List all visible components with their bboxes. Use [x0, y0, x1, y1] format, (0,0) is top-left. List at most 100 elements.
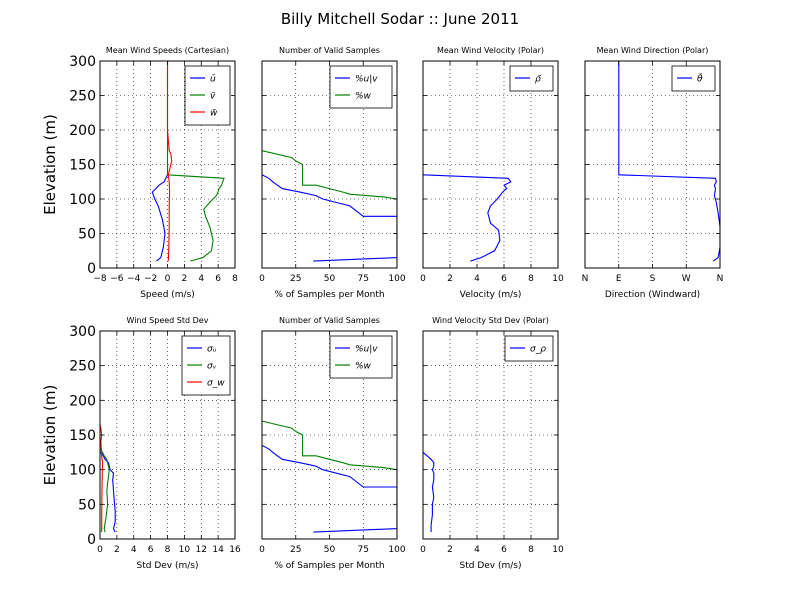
- x-tick-label: 4: [198, 274, 204, 284]
- legend-label: %u|v: [355, 75, 378, 85]
- x-tick-label: 25: [290, 274, 301, 284]
- x-tick-label: 8: [528, 545, 534, 555]
- x-tick-label: 14: [212, 545, 224, 555]
- legend: %u|v %w: [329, 335, 393, 379]
- legend: σᵤ σᵥ σ_w: [181, 335, 231, 396]
- x-tick-label: 25: [290, 545, 301, 555]
- legend-label: %w: [355, 362, 372, 372]
- x-tick-label: 4: [474, 274, 480, 284]
- y-tick-label: 0: [87, 261, 96, 277]
- x-tick-label: 0: [420, 274, 426, 284]
- x-axis-label: Speed (m/s): [140, 290, 195, 300]
- x-tick-label: 75: [358, 274, 369, 284]
- x-tick-label: 0: [259, 545, 265, 555]
- legend: σ_ρ: [504, 335, 554, 362]
- y-tick-label: 0: [87, 532, 96, 548]
- legend-label: θ̄: [697, 73, 703, 85]
- y-tick-label: 250: [69, 359, 96, 375]
- series-line-1: [618, 61, 720, 262]
- series-line-1: [423, 174, 512, 262]
- subplot-3: 0 2 4 6 8 10 Mean Wind Velocity (Polar) Velocit…: [420, 46, 564, 300]
- y-tick-label: 200: [69, 123, 96, 139]
- x-tick-label: E: [616, 274, 622, 284]
- y-axis-label: Elevation (m): [41, 385, 59, 486]
- x-tick-label: 0: [420, 545, 426, 555]
- subplot-title: Mean Wind Velocity (Polar): [437, 46, 544, 55]
- x-tick-label: 6: [501, 545, 507, 555]
- x-tick-label: 12: [196, 545, 207, 555]
- x-tick-label: 2: [447, 545, 453, 555]
- subplot-1: −8 −6 −4 −2 0 2 4 6 8 0 50 100 150 200 250 300 Mean Wind…: [41, 46, 238, 300]
- x-tick-label: W: [682, 274, 691, 284]
- legend: %u|v %w: [329, 65, 393, 109]
- x-tick-label: 0: [259, 274, 265, 284]
- series-line-1: [151, 174, 168, 262]
- x-tick-label: 100: [388, 545, 405, 555]
- legend-label: %w: [355, 92, 372, 102]
- legend-label: ρ̄: [535, 75, 542, 85]
- y-tick-label: 250: [69, 89, 96, 105]
- series-line-2: [262, 420, 397, 533]
- y-tick-label: 100: [69, 463, 96, 479]
- legend-box: [329, 65, 393, 109]
- subplot-title: Mean Wind Speeds (Cartesian): [106, 46, 229, 55]
- x-tick-label: N: [717, 274, 724, 284]
- subplot-title: Number of Valid Samples: [279, 46, 380, 55]
- legend-box: [504, 335, 554, 362]
- x-tick-label: 50: [324, 274, 336, 284]
- series-line-1: [262, 444, 397, 533]
- y-tick-label: 150: [69, 158, 96, 174]
- series-line-2: [100, 448, 110, 533]
- subplot-7: 0 2 4 6 8 10 Wind Velocity Std Dev (Polar) Std …: [420, 316, 564, 571]
- y-tick-label: 300: [69, 54, 96, 70]
- x-tick-label: 8: [528, 274, 534, 284]
- x-tick-label: −6: [110, 274, 124, 284]
- y-tick-label: 200: [69, 393, 96, 409]
- x-tick-label: 10: [179, 545, 191, 555]
- x-tick-label: 100: [388, 274, 405, 284]
- x-axis-label: % of Samples per Month: [274, 290, 384, 300]
- y-axis-label: Elevation (m): [41, 114, 59, 215]
- series-line-1: [262, 174, 397, 262]
- x-tick-label: 6: [215, 274, 221, 284]
- x-tick-label: 2: [182, 274, 188, 284]
- x-axis-label: Std Dev (m/s): [137, 561, 199, 571]
- legend: θ̄: [671, 65, 716, 92]
- series-line-3: [100, 424, 104, 533]
- legend-label: σ_ρ: [530, 345, 546, 355]
- x-axis-label: Std Dev (m/s): [460, 561, 522, 571]
- subplot-title: Number of Valid Samples: [279, 316, 380, 325]
- legend-box: [329, 335, 393, 379]
- x-tick-label: 2: [447, 274, 453, 284]
- legend-label: σᵤ: [207, 345, 217, 355]
- y-tick-label: 150: [69, 428, 96, 444]
- series-line-1: [100, 451, 116, 533]
- y-tick-label: 50: [78, 497, 96, 513]
- figure-title: Billy Mitchell Sodar :: June 2011: [281, 10, 519, 28]
- legend-box: [181, 335, 231, 396]
- subplot-2: 0 25 50 75 100 Number of Valid Samples % of Sa…: [259, 46, 406, 300]
- x-tick-label: N: [582, 274, 589, 284]
- y-tick-label: 300: [69, 324, 96, 340]
- x-tick-label: 50: [324, 545, 336, 555]
- x-tick-label: 16: [229, 545, 241, 555]
- x-tick-label: 6: [501, 274, 507, 284]
- subplot-title: Wind Speed Std Dev: [127, 316, 209, 325]
- x-tick-label: 75: [358, 545, 369, 555]
- legend-label: σᵥ: [207, 362, 217, 372]
- x-tick-label: 4: [474, 545, 480, 555]
- x-tick-label: 10: [552, 274, 564, 284]
- x-tick-label: 6: [148, 545, 154, 555]
- subplot-title: Mean Wind Direction (Polar): [597, 46, 709, 55]
- x-tick-label: 8: [165, 545, 171, 555]
- x-tick-label: S: [650, 274, 656, 284]
- legend-label: v̄: [210, 92, 216, 102]
- x-axis-label: Direction (Windward): [605, 290, 700, 300]
- x-axis-label: % of Samples per Month: [274, 561, 384, 571]
- legend-label: %u|v: [355, 345, 378, 355]
- legend-label: ū: [210, 75, 216, 85]
- y-tick-label: 50: [78, 227, 96, 243]
- x-tick-label: −2: [144, 274, 157, 284]
